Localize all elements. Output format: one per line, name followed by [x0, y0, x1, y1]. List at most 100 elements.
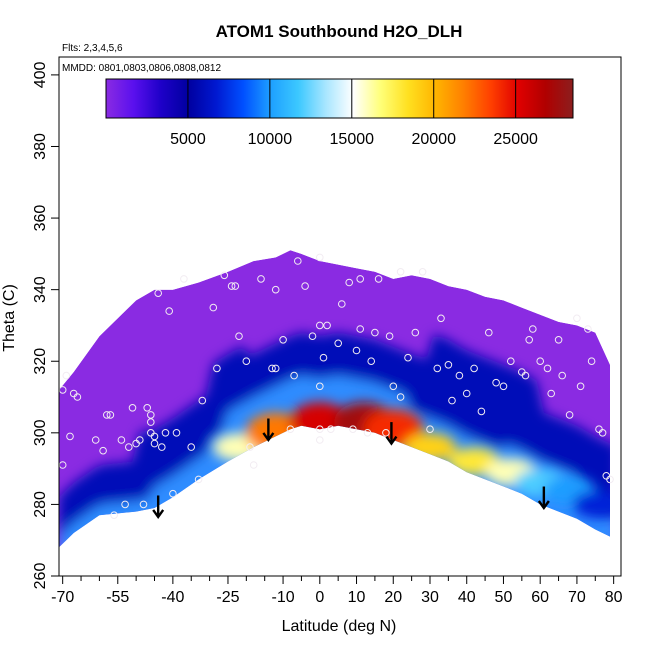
data-point: [301, 282, 309, 290]
y-tick-label: 380: [32, 133, 49, 160]
data-point: [198, 396, 207, 405]
arrow-head: [262, 432, 275, 443]
x-axis-label: Latitude (deg N): [282, 618, 397, 635]
data-point: [396, 393, 405, 401]
data-point: [220, 271, 229, 280]
data-point: [169, 489, 177, 498]
plot-frame: [58, 56, 622, 577]
core-cell: [404, 433, 456, 462]
x-tick-label: 70: [568, 589, 586, 606]
data-point: [308, 332, 317, 341]
data-point: [147, 411, 155, 419]
data-point: [525, 336, 534, 344]
core-cells: [213, 402, 610, 519]
data-point: [418, 268, 427, 276]
data-point: [554, 336, 563, 344]
x-tick-label: -10: [272, 589, 295, 606]
data-point: [499, 382, 508, 391]
data-point: [606, 475, 614, 484]
dark-blue-band: [59, 332, 610, 548]
x-axis: -70 -55 -40 -25 -10 0 10 20 30 40 50 60 70 80: [51, 576, 623, 606]
data-point: [345, 278, 354, 287]
data-point: [455, 371, 464, 380]
data-point: [444, 361, 453, 369]
flight-arrow: [262, 418, 275, 443]
y-tick-label: 340: [32, 276, 49, 303]
arrow-head: [152, 509, 165, 520]
data-point: [99, 446, 107, 455]
data-point: [231, 282, 240, 290]
x-tick-label: 20: [384, 589, 402, 606]
data-point: [242, 357, 251, 366]
y-tick-label: 320: [32, 348, 49, 375]
data-point: [235, 332, 243, 341]
data-point: [411, 328, 420, 337]
data-point: [349, 425, 357, 434]
data-point: [268, 364, 276, 373]
colorbar-box: [105, 78, 574, 119]
data-point: [477, 407, 486, 416]
data-point: [356, 325, 365, 333]
data-point: [161, 429, 170, 437]
chart-title: ATOM1 Southbound H2O_DLH: [216, 22, 463, 41]
data-point: [543, 364, 552, 373]
x-tick-label: 30: [421, 589, 439, 606]
data-point: [356, 275, 365, 283]
y-tick-label: 260: [32, 563, 49, 590]
data-point: [363, 429, 372, 437]
data-point: [598, 429, 607, 437]
x-tick-label: 10: [348, 589, 366, 606]
colorbar-tick-label: 5000: [170, 131, 206, 148]
arrow-head: [385, 435, 398, 446]
data-point: [316, 253, 324, 262]
x-tick-label: -40: [161, 589, 184, 606]
x-tick-label: 0: [315, 589, 324, 606]
data-point: [213, 364, 221, 373]
core-cell: [573, 490, 610, 519]
data-point: [485, 328, 493, 337]
data-point: [547, 389, 556, 398]
colorbar-tick-label: 10000: [248, 131, 293, 148]
y-tick-label: 400: [32, 61, 49, 88]
colorbar-ticks: 5000 10000 15000 20000 25000: [170, 79, 538, 148]
data-point: [125, 443, 133, 451]
data-point: [91, 436, 100, 444]
data-point: [396, 268, 405, 276]
data-point: [150, 432, 159, 441]
data-point: [316, 436, 324, 444]
data-point: [227, 282, 236, 290]
data-point: [536, 357, 545, 366]
data-point: [180, 275, 188, 283]
data-point: [584, 325, 592, 333]
arrow-head: [537, 500, 550, 511]
data-point: [286, 425, 295, 434]
flight-arrows: [152, 418, 550, 520]
data-point: [316, 382, 324, 391]
data-point: [294, 257, 302, 265]
x-tick-label: 80: [605, 589, 623, 606]
data-point: [587, 357, 596, 366]
data-point: [338, 300, 346, 308]
data-point: [62, 371, 71, 380]
colorbar-tick-label: 20000: [411, 131, 456, 148]
flight-arrow: [385, 422, 398, 446]
data-point: [154, 289, 162, 298]
data-point: [374, 275, 383, 283]
data-point: [136, 436, 144, 444]
data-point: [371, 328, 379, 337]
x-tick-label: 50: [495, 589, 513, 606]
data-point: [316, 321, 324, 330]
data-point: [271, 285, 280, 294]
colorbar: 5000 10000 15000 20000 25000: [105, 78, 574, 148]
y-axis-label: Theta (C): [1, 284, 18, 352]
data-point: [165, 307, 173, 315]
data-point: [404, 353, 412, 362]
data-point: [158, 443, 166, 451]
flights-note: Flts: 2,3,4,5,6: [62, 43, 123, 54]
data-point: [389, 382, 398, 391]
data-point: [334, 339, 343, 348]
data-point: [110, 511, 118, 520]
x-tick-label: -70: [51, 589, 74, 606]
data-point: [139, 500, 148, 509]
data-point: [121, 500, 129, 509]
